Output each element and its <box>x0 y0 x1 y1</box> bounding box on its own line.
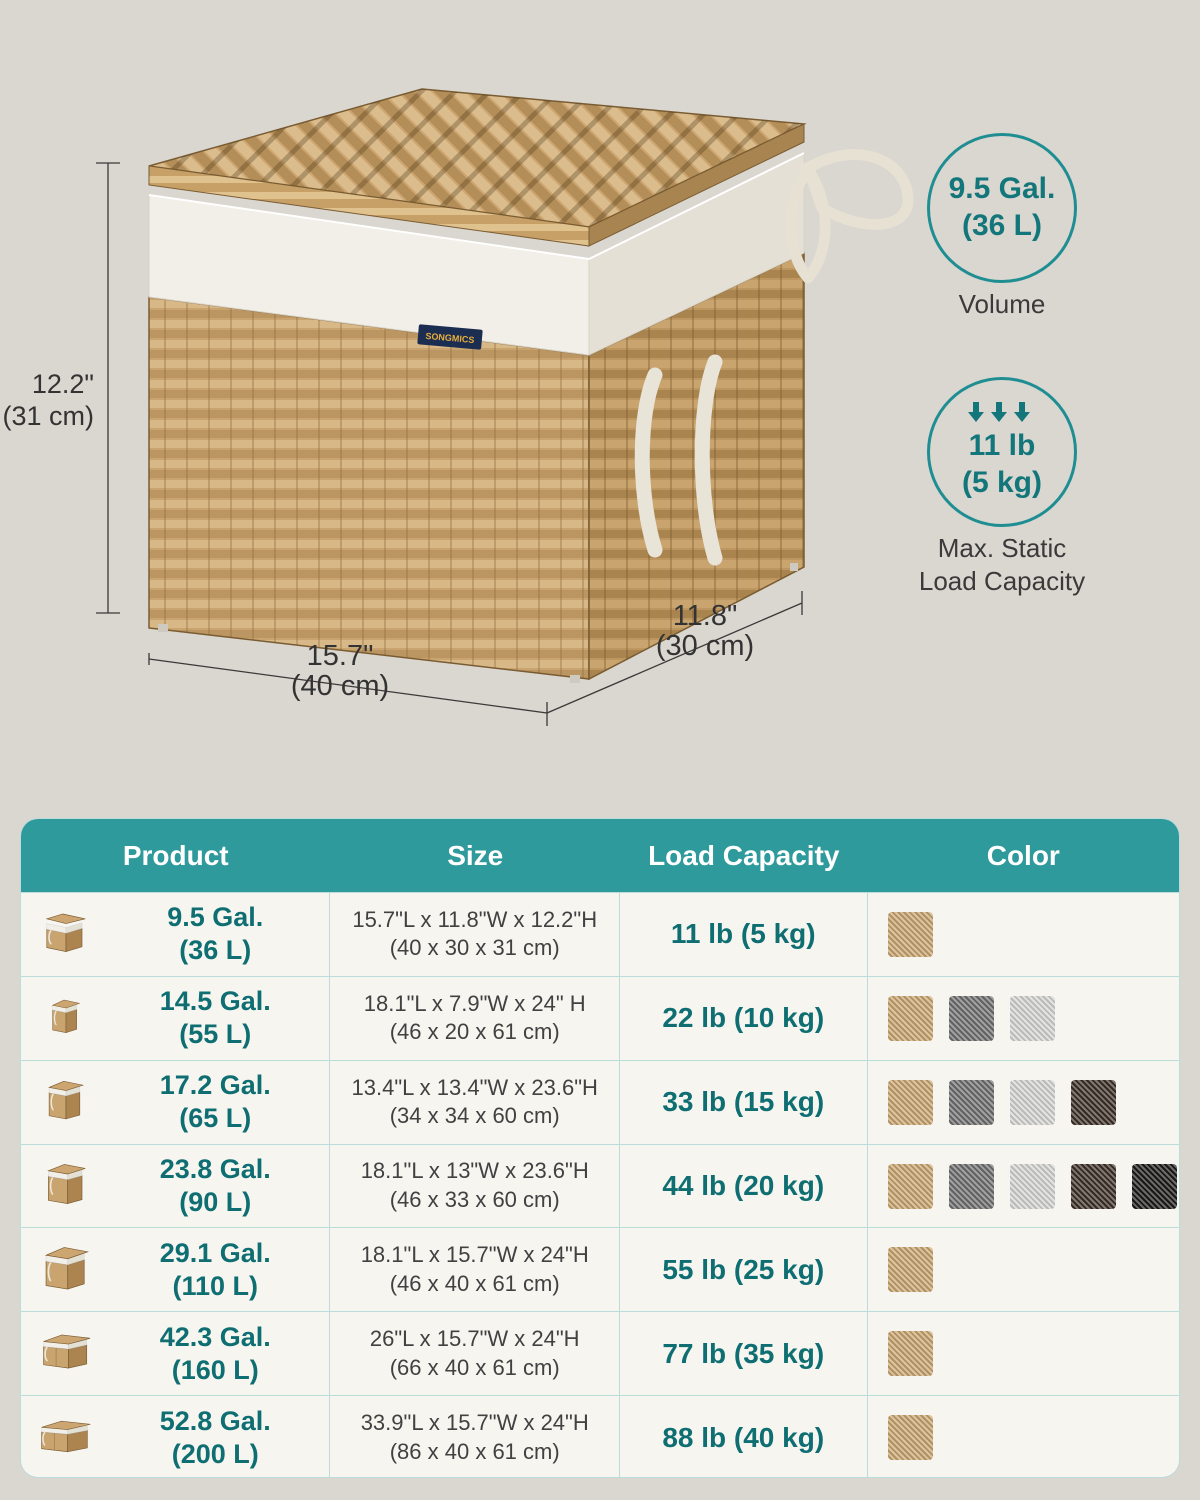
svg-text:15.7": 15.7" <box>307 640 374 672</box>
svg-text:12.2": 12.2" <box>32 369 94 399</box>
svg-text:(31 cm): (31 cm) <box>2 401 94 431</box>
svg-text:(30 cm): (30 cm) <box>656 630 754 662</box>
svg-text:(40 cm): (40 cm) <box>291 670 389 702</box>
svg-text:11.8": 11.8" <box>673 600 738 632</box>
